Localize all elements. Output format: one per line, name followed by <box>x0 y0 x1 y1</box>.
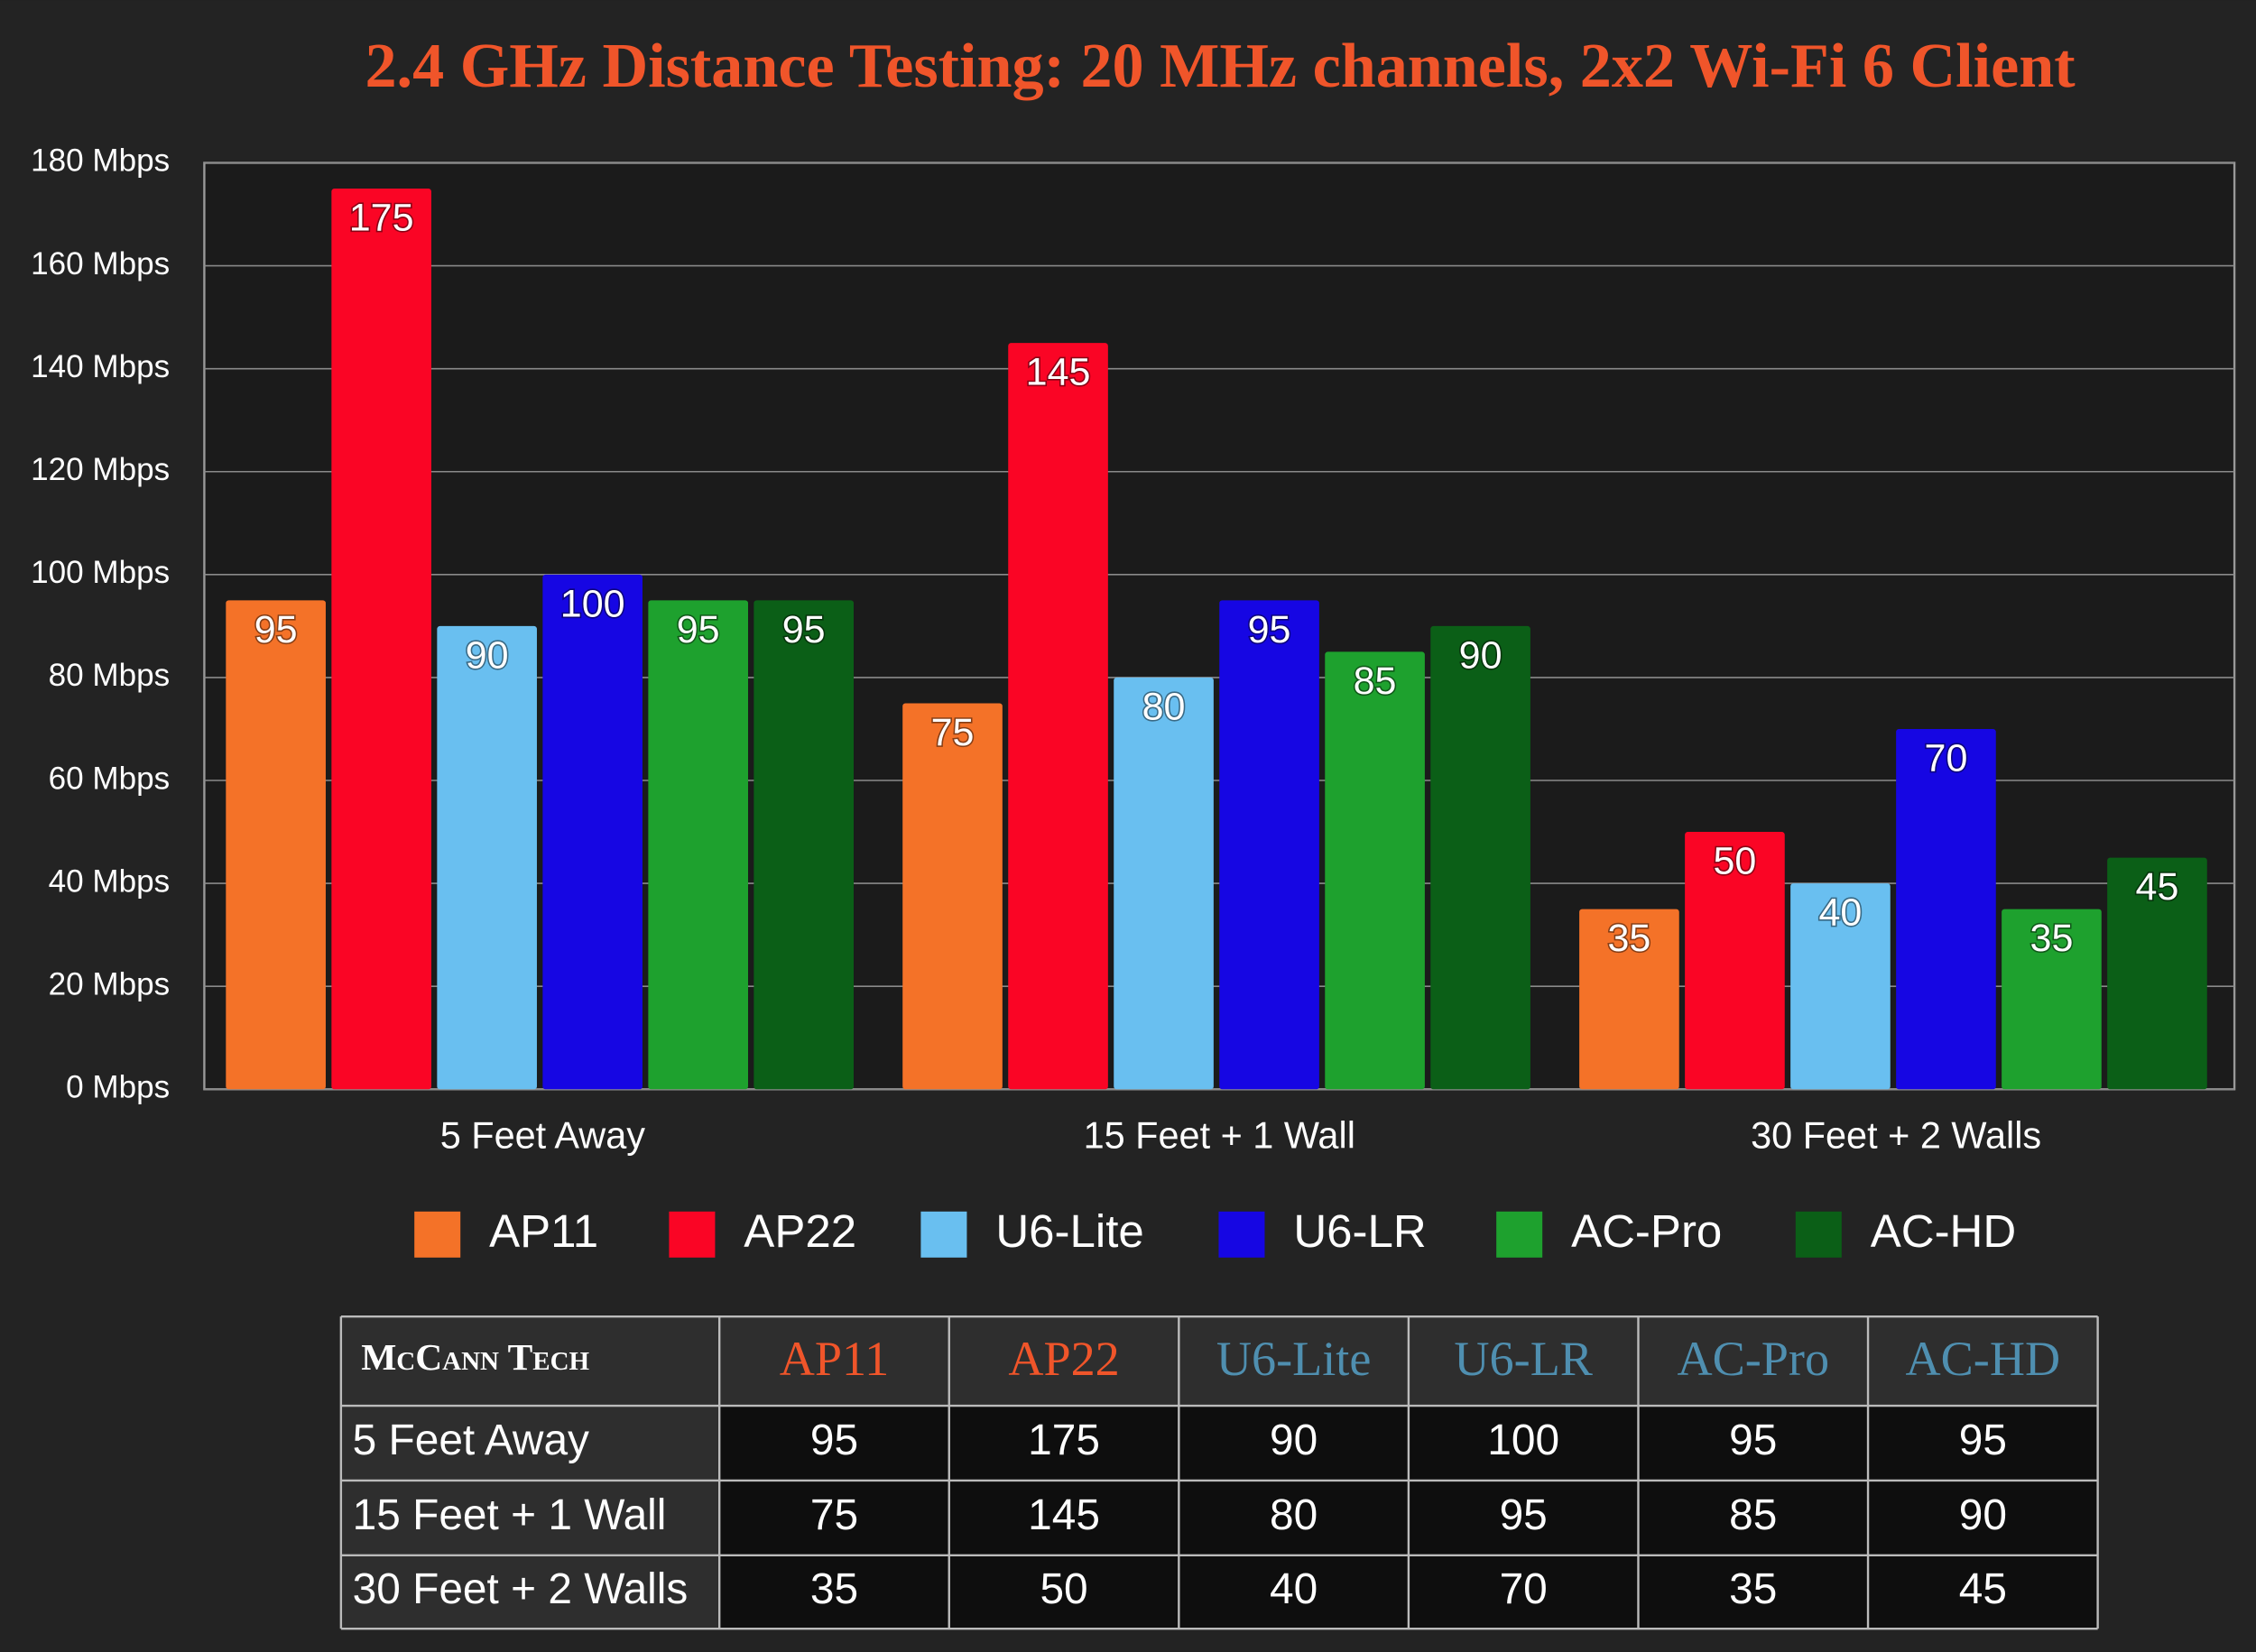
table-header-bg <box>340 1316 2098 1407</box>
bar <box>1685 832 1785 1090</box>
legend-label: U6-LR <box>1293 1205 1426 1257</box>
y-tick-label: 0 Mbps <box>66 1070 170 1105</box>
legend-swatch <box>920 1211 967 1258</box>
value-label: 85 <box>1354 660 1397 703</box>
value-label: 50 <box>1713 840 1756 883</box>
y-tick-label: 120 Mbps <box>31 452 170 487</box>
legend-swatch <box>414 1211 461 1258</box>
y-tick-label: 20 Mbps <box>49 966 170 1001</box>
bar <box>754 600 855 1090</box>
table-cell: 90 <box>1959 1491 2007 1539</box>
value-label: 80 <box>1142 685 1186 728</box>
table-cell: 70 <box>1500 1565 1548 1613</box>
table-cell: 50 <box>1040 1565 1087 1613</box>
table-cell: 35 <box>810 1565 858 1613</box>
value-label: 35 <box>2030 917 2074 960</box>
table-cell: 95 <box>1500 1491 1548 1539</box>
value-label: 95 <box>1248 608 1291 651</box>
legend-label: AC-Pro <box>1571 1205 1722 1257</box>
table-cell: 175 <box>1028 1417 1100 1464</box>
y-tick-label: 180 Mbps <box>31 143 170 179</box>
bar <box>1114 677 1214 1090</box>
value-label: 45 <box>2136 865 2179 909</box>
value-label: 90 <box>1459 633 1502 677</box>
table-header: AC-HD <box>1906 1332 2061 1386</box>
y-tick-label: 140 Mbps <box>31 349 170 384</box>
y-tick-label: 100 Mbps <box>31 555 170 590</box>
table-cell: 95 <box>1729 1417 1777 1464</box>
value-label: 95 <box>254 608 298 651</box>
value-label: 70 <box>1925 736 1968 780</box>
x-tick-label: 15 Feet + 1 Wall <box>1084 1113 1355 1156</box>
value-label: 145 <box>1026 351 1091 394</box>
legend-swatch <box>1496 1211 1543 1258</box>
bar <box>226 600 326 1090</box>
value-label: 40 <box>1819 891 1863 935</box>
legend-swatch <box>669 1211 716 1258</box>
bar <box>542 574 643 1090</box>
bar <box>1325 651 1425 1090</box>
table-header: AP22 <box>1008 1332 1119 1386</box>
legend-swatch <box>1795 1211 1842 1258</box>
x-tick-label: 30 Feet + 2 Walls <box>1751 1113 2041 1156</box>
table-cell: 90 <box>1270 1417 1318 1464</box>
table-cell: 75 <box>810 1491 858 1539</box>
table-cell: 100 <box>1487 1417 1559 1464</box>
table-cell: 80 <box>1270 1491 1318 1539</box>
y-tick-label: 80 Mbps <box>49 658 170 693</box>
bar <box>1008 343 1108 1090</box>
value-label: 95 <box>782 608 826 651</box>
bar <box>2107 857 2207 1090</box>
brand: McCann Tech <box>361 1336 589 1378</box>
value-label: 100 <box>560 582 625 625</box>
table-cell: 45 <box>1959 1565 2007 1613</box>
table-rowhead-bg <box>340 1406 720 1629</box>
value-label: 175 <box>349 196 414 239</box>
y-tick-label: 40 Mbps <box>49 863 170 899</box>
table-row-label: 30 Feet + 2 Walls <box>353 1565 689 1613</box>
table-cell: 145 <box>1028 1491 1100 1539</box>
table-header: AP11 <box>780 1332 889 1386</box>
legend-label: U6-Lite <box>995 1205 1143 1257</box>
value-label: 90 <box>466 633 509 677</box>
table-cell: 95 <box>1959 1417 2007 1464</box>
value-label: 75 <box>931 711 975 754</box>
table-row-label: 5 Feet Away <box>353 1417 589 1464</box>
legend-swatch <box>1218 1211 1265 1258</box>
bar <box>1219 600 1319 1090</box>
table-header: U6-LR <box>1454 1332 1593 1386</box>
table-cell: 40 <box>1270 1565 1318 1613</box>
bar <box>1790 883 1891 1090</box>
bar <box>331 189 431 1090</box>
bar <box>902 703 1003 1090</box>
table-header: AC-Pro <box>1677 1332 1829 1386</box>
bar <box>1896 728 1996 1090</box>
table-header: U6-Lite <box>1216 1332 1372 1386</box>
legend-label: AP11 <box>489 1205 598 1257</box>
bar <box>648 600 748 1090</box>
chart-title: 2.4 GHz Distance Testing: 20 MHz channel… <box>365 31 2076 101</box>
y-tick-label: 60 Mbps <box>49 761 170 796</box>
value-label: 95 <box>677 608 720 651</box>
x-tick-label: 5 Feet Away <box>440 1113 646 1156</box>
legend-label: AC-HD <box>1871 1205 2017 1257</box>
value-label: 35 <box>1607 917 1650 960</box>
bar <box>1579 909 1679 1090</box>
table-row-label: 15 Feet + 1 Wall <box>353 1491 667 1539</box>
y-tick-label: 160 Mbps <box>31 246 170 281</box>
bar <box>1430 625 1530 1090</box>
table-cell: 95 <box>810 1417 858 1464</box>
legend-label: AP22 <box>744 1205 856 1257</box>
bar <box>2002 909 2102 1090</box>
bar <box>437 625 537 1090</box>
table-cell: 35 <box>1729 1565 1777 1613</box>
table-cell: 85 <box>1729 1491 1777 1539</box>
